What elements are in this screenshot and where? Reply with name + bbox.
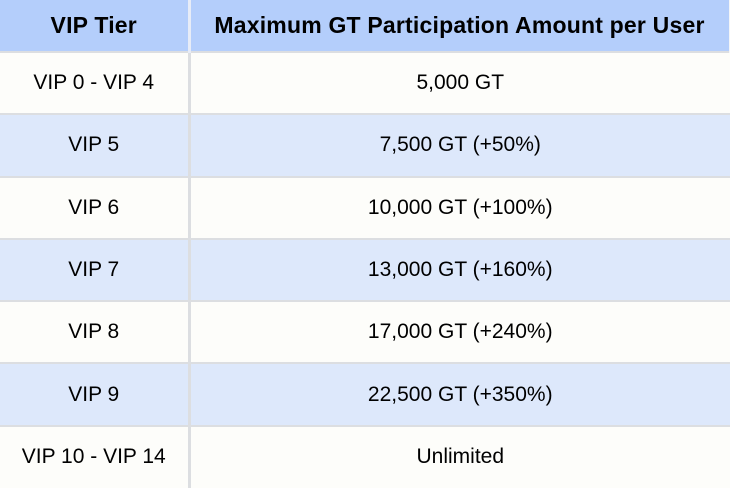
- amount-cell: 5,000 GT: [189, 50, 730, 115]
- header-row: VIP Tier Maximum GT Participation Amount…: [0, 0, 730, 52]
- table-row: VIP 0 - VIP 4 5,000 GT: [0, 50, 730, 115]
- amount-cell: 7,500 GT (+50%): [189, 113, 730, 177]
- tier-cell: VIP 10 - VIP 14: [0, 424, 191, 488]
- amount-cell: Unlimited: [189, 424, 730, 488]
- column-header-max-participation: Maximum GT Participation Amount per User: [189, 0, 730, 52]
- amount-cell: 10,000 GT (+100%): [189, 175, 730, 239]
- amount-cell: 22,500 GT (+350%): [189, 362, 730, 426]
- table-row: VIP 8 17,000 GT (+240%): [0, 300, 730, 364]
- amount-cell: 17,000 GT (+240%): [189, 300, 730, 364]
- tier-cell: VIP 6: [0, 175, 191, 239]
- tier-cell: VIP 0 - VIP 4: [0, 50, 191, 115]
- table-row: VIP 5 7,500 GT (+50%): [0, 113, 730, 177]
- table-row: VIP 9 22,500 GT (+350%): [0, 362, 730, 426]
- tier-cell: VIP 9: [0, 362, 191, 426]
- tier-cell: VIP 8: [0, 300, 191, 364]
- table-row: VIP 7 13,000 GT (+160%): [0, 237, 730, 302]
- table-row: VIP 10 - VIP 14 Unlimited: [0, 424, 730, 488]
- table-row: VIP 6 10,000 GT (+100%): [0, 175, 730, 239]
- column-header-vip-tier: VIP Tier: [0, 0, 191, 52]
- tier-cell: VIP 7: [0, 237, 191, 302]
- amount-cell: 13,000 GT (+160%): [189, 237, 730, 302]
- tier-cell: VIP 5: [0, 113, 191, 177]
